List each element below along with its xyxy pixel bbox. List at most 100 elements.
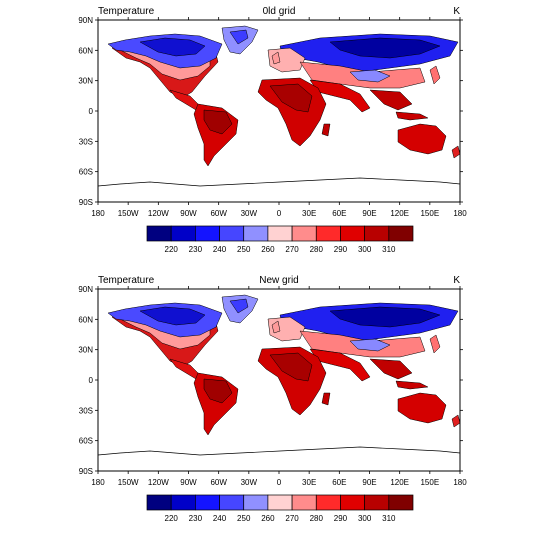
- colorbar-swatch: [219, 225, 245, 242]
- panel-units-label: K: [453, 6, 460, 17]
- colorbar-label: 260: [261, 514, 275, 523]
- lon-label: 150W: [118, 209, 139, 218]
- uk: [271, 320, 281, 334]
- lat-label: 90N: [78, 16, 93, 25]
- southeast-asia: [369, 358, 413, 380]
- colorbar-swatch: [364, 225, 390, 242]
- indonesia: [395, 380, 429, 390]
- lat-label: 30N: [78, 346, 93, 355]
- lon-label: 150E: [420, 209, 439, 218]
- colorbar-label: 240: [213, 245, 227, 254]
- colorbar-swatch: [243, 225, 269, 242]
- lat-label: 30S: [79, 406, 93, 415]
- australia: [397, 123, 447, 155]
- japan: [429, 65, 441, 85]
- colorbar-label: 220: [165, 245, 179, 254]
- lon-label: 120E: [390, 209, 409, 218]
- colorbar-swatch: [267, 494, 293, 511]
- land-temperature-field: [107, 25, 460, 167]
- colorbar-swatch: [170, 494, 196, 511]
- colorbar-swatch: [170, 225, 196, 242]
- japan: [429, 334, 441, 354]
- lon-label: 90E: [362, 478, 376, 487]
- lon-label: 150E: [420, 478, 439, 487]
- lat-label: 30N: [78, 77, 93, 86]
- colorbar-label: 230: [189, 245, 203, 254]
- south-america-dark: [203, 378, 233, 404]
- map-panel-old-grid: Temperature 0ld grid K: [97, 6, 461, 203]
- madagascar: [321, 123, 331, 137]
- lat-label: 90S: [79, 198, 93, 207]
- south-asia: [309, 348, 371, 382]
- lat-label: 60S: [79, 168, 93, 177]
- lon-label: 120W: [148, 478, 169, 487]
- lon-label: 180: [453, 478, 467, 487]
- colorbar-swatch: [315, 225, 341, 242]
- colorbar-label: 250: [237, 245, 251, 254]
- colorbar-label: 230: [189, 514, 203, 523]
- colorbar-label: 280: [310, 514, 324, 523]
- lon-label: 180: [91, 478, 105, 487]
- lon-label: 0: [277, 209, 282, 218]
- lon-label: 30W: [241, 478, 258, 487]
- tibet-cold: [349, 69, 391, 83]
- panel-left-title: Temperature: [98, 275, 155, 286]
- lon-label: 90E: [362, 209, 376, 218]
- lat-label: 90S: [79, 467, 93, 476]
- lat-label: 60N: [78, 46, 93, 55]
- colorbar-label: 250: [237, 514, 251, 523]
- africa-dark: [269, 83, 313, 113]
- land-temperature-field: [107, 294, 460, 436]
- new-zealand: [451, 414, 460, 428]
- lon-label: 60E: [332, 478, 346, 487]
- panel-center-title: New grid: [259, 275, 298, 286]
- south-america-dark: [203, 109, 233, 135]
- panel-units-label: K: [453, 275, 460, 286]
- colorbar-swatch: [267, 225, 293, 242]
- lon-label: 90W: [180, 209, 197, 218]
- new-zealand: [451, 145, 460, 159]
- north-america-cold-core: [139, 306, 206, 326]
- lat-label: 90N: [78, 285, 93, 294]
- lat-label: 0: [89, 107, 94, 116]
- map-panel-new-grid: Temperature New grid K: [97, 275, 461, 472]
- colorbar-label: 290: [334, 514, 348, 523]
- colorbar-label: 300: [358, 245, 372, 254]
- colorbar-swatch: [243, 494, 269, 511]
- lat-label: 0: [89, 376, 94, 385]
- colorbar-swatch: [388, 225, 414, 242]
- panel-left-title: Temperature: [98, 6, 155, 17]
- lon-label: 120E: [390, 478, 409, 487]
- antarctica-coastline: [97, 177, 461, 187]
- colorbar-label: 270: [285, 514, 299, 523]
- eurasia-cold-core: [329, 306, 441, 328]
- australia: [397, 392, 447, 424]
- antarctica-coastline: [97, 446, 461, 456]
- lon-label: 120W: [148, 209, 169, 218]
- lat-label: 60N: [78, 315, 93, 324]
- colorbar-label: 220: [165, 514, 179, 523]
- colorbar-label: 310: [382, 514, 396, 523]
- africa-dark: [269, 352, 313, 382]
- panel-center-title: 0ld grid: [263, 6, 296, 17]
- lon-label: 180: [453, 209, 467, 218]
- colorbar-swatch: [388, 494, 414, 511]
- north-america-cold-core: [139, 37, 206, 57]
- colorbar-swatch: [315, 494, 341, 511]
- lon-label: 30E: [302, 209, 316, 218]
- greenland-core: [229, 29, 249, 45]
- lat-label: 60S: [79, 437, 93, 446]
- colorbar-swatch: [291, 494, 317, 511]
- colorbar-swatch: [146, 225, 172, 242]
- lon-label: 150W: [118, 478, 139, 487]
- colorbar-swatch: [219, 494, 245, 511]
- eurasia-cold-core: [329, 37, 441, 59]
- colorbar-swatch: [340, 225, 365, 242]
- greenland-core: [229, 298, 249, 314]
- indonesia: [395, 111, 429, 121]
- lon-label: 60E: [332, 209, 346, 218]
- colorbar-label: 290: [334, 245, 348, 254]
- colorbar-swatch: [364, 494, 390, 511]
- lon-label: 90W: [180, 478, 197, 487]
